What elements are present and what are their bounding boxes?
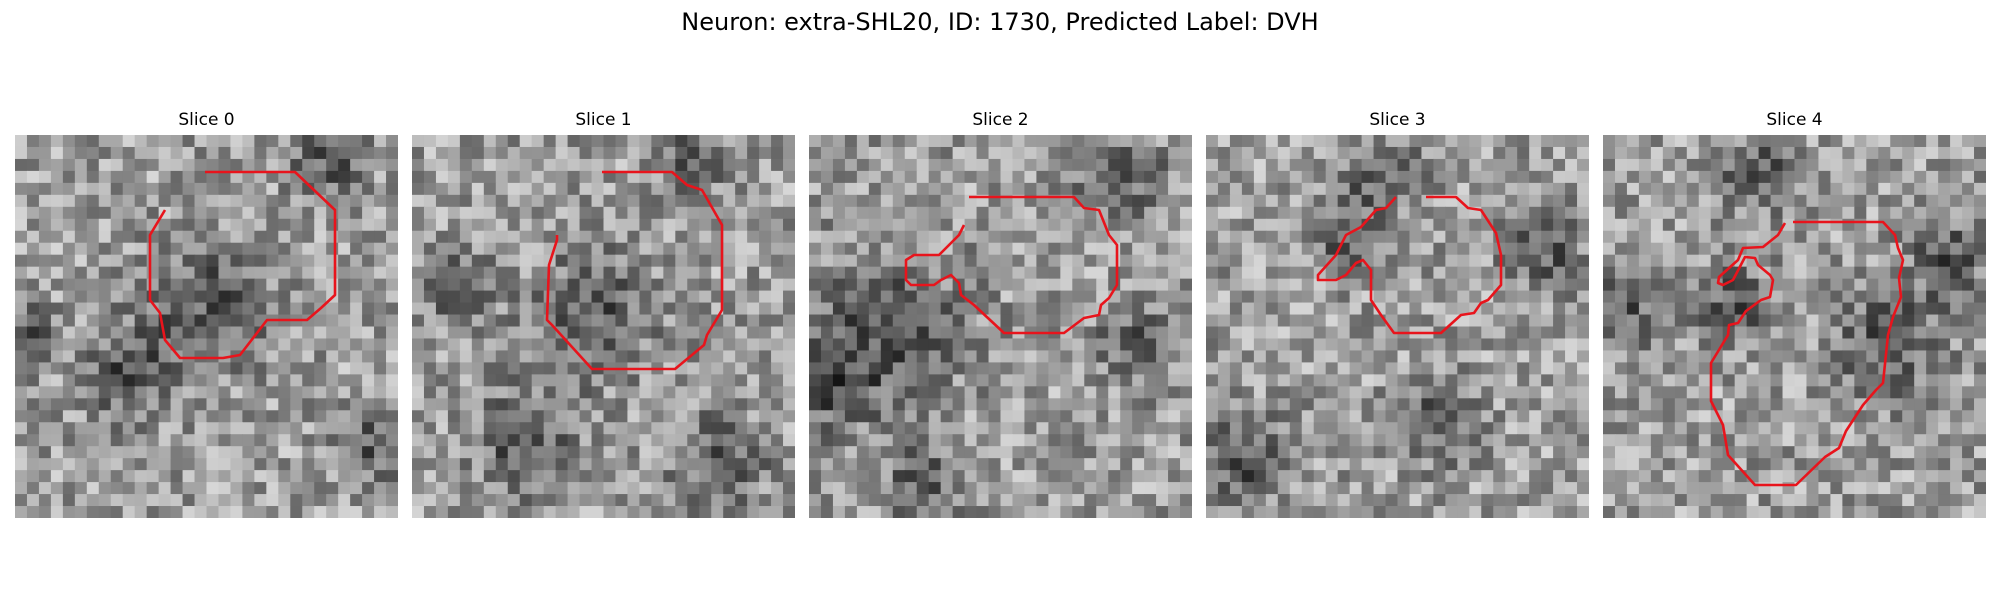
slice-image-1 <box>412 135 795 518</box>
slice-image-3 <box>1206 135 1589 518</box>
slice-panel-4: Slice 4 <box>1603 110 1986 520</box>
grayscale-tiles-1 <box>412 135 795 518</box>
contour-0 <box>148 170 337 360</box>
contour-3 <box>1316 195 1503 335</box>
contour-2 <box>904 195 1119 335</box>
slice-image-2 <box>809 135 1192 518</box>
grayscale-tiles-2 <box>809 135 1192 518</box>
slice-title-2: Slice 2 <box>972 110 1029 130</box>
figure-title: Neuron: extra-SHL20, ID: 1730, Predicted… <box>681 8 1319 36</box>
slice-image-4 <box>1603 135 1986 518</box>
contour-4 <box>1709 220 1905 487</box>
slice-panel-1: Slice 1 <box>412 110 795 520</box>
grayscale-tiles-3 <box>1206 135 1589 518</box>
grayscale-tiles-0 <box>15 135 398 518</box>
grayscale-tiles-4 <box>1603 135 1986 518</box>
slice-title-4: Slice 4 <box>1766 110 1823 130</box>
slice-panel-0: Slice 0 <box>15 110 398 520</box>
slice-image-0 <box>15 135 398 518</box>
slice-panel-2: Slice 2 <box>809 110 1192 520</box>
slice-title-3: Slice 3 <box>1369 110 1426 130</box>
contour-1 <box>545 170 724 371</box>
slice-title-0: Slice 0 <box>178 110 235 130</box>
slice-panel-3: Slice 3 <box>1206 110 1589 520</box>
slice-title-1: Slice 1 <box>575 110 632 130</box>
